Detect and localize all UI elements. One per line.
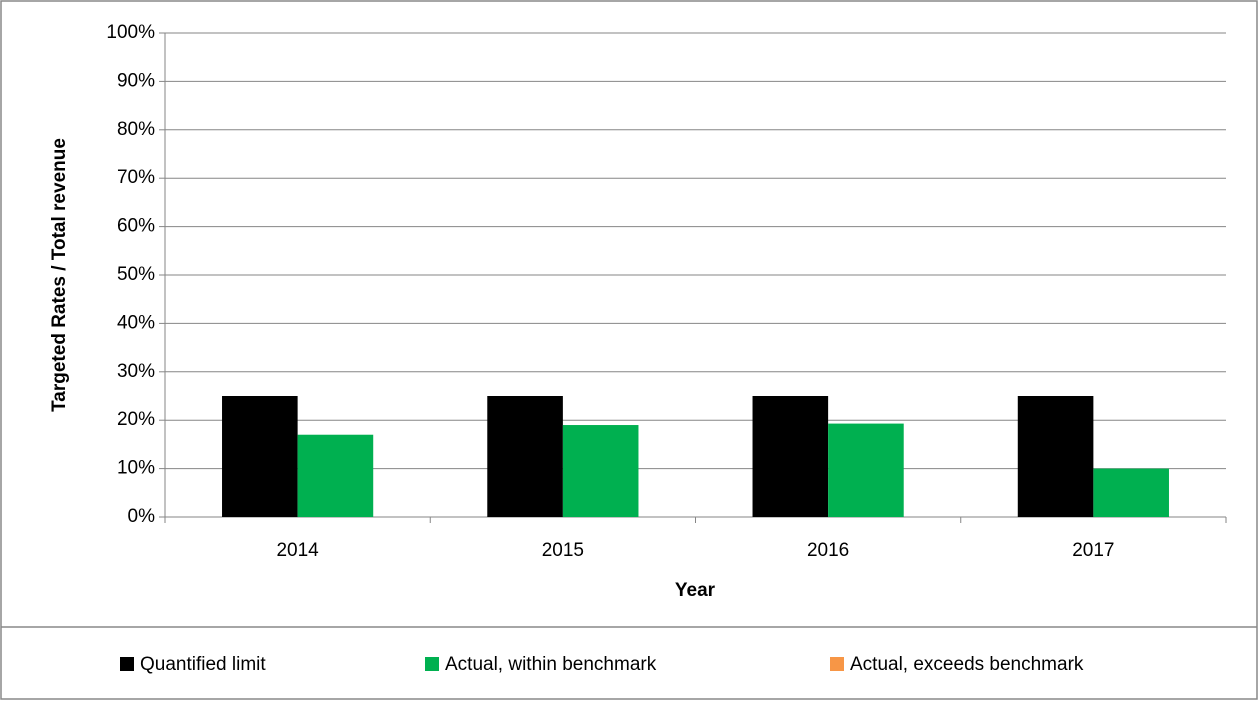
legend-swatch xyxy=(830,657,844,671)
y-tick-label: 30% xyxy=(117,361,155,382)
x-tick-label: 2014 xyxy=(276,540,319,561)
legend-label: Quantified limit xyxy=(140,654,266,675)
x-tick-label: 2016 xyxy=(807,540,849,561)
y-tick-label: 0% xyxy=(128,506,156,527)
y-tick-label: 100% xyxy=(106,22,155,43)
bar xyxy=(487,396,563,517)
bar xyxy=(1017,396,1094,517)
x-tick-label: 2015 xyxy=(542,540,584,561)
bar xyxy=(297,434,374,517)
y-tick-label: 40% xyxy=(117,312,155,333)
legend-label: Actual, within benchmark xyxy=(445,654,657,675)
x-axis-label: Year xyxy=(675,580,716,601)
y-tick-label: 60% xyxy=(117,216,155,237)
legend-swatch xyxy=(425,657,439,671)
x-tick-label: 2017 xyxy=(1072,540,1114,561)
y-tick-label: 80% xyxy=(117,119,155,140)
bar xyxy=(828,423,904,517)
y-tick-label: 50% xyxy=(117,264,155,285)
legend-label: Actual, exceeds benchmark xyxy=(850,654,1084,675)
legend-swatch xyxy=(120,657,134,671)
y-tick-label: 90% xyxy=(117,70,155,91)
y-tick-label: 70% xyxy=(117,167,155,188)
y-axis-label: Targeted Rates / Total revenue xyxy=(49,138,70,412)
bar xyxy=(752,396,829,517)
bar xyxy=(562,425,639,517)
bar xyxy=(1093,468,1169,517)
y-tick-label: 10% xyxy=(117,458,155,479)
y-tick-label: 20% xyxy=(117,409,155,430)
bar xyxy=(222,396,298,517)
